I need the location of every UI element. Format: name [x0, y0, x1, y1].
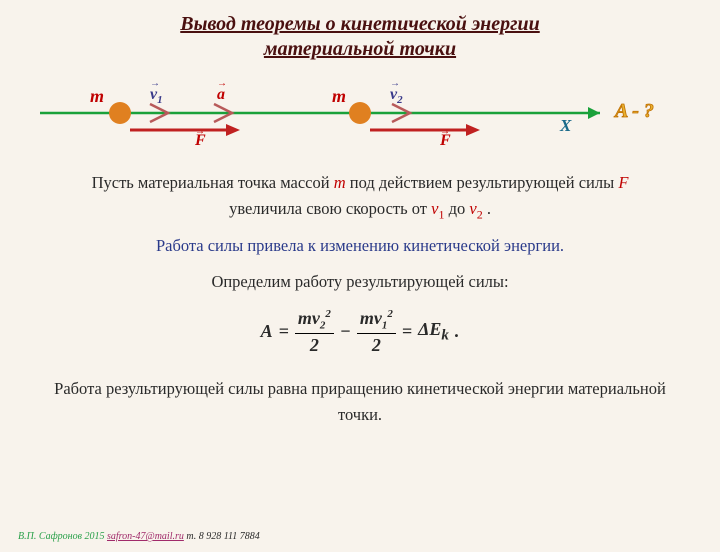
force-arrowhead-2	[466, 124, 480, 136]
v1-label: →v1	[150, 86, 163, 106]
force-label-2: →F	[440, 132, 451, 150]
definition-line: Определим работу результирующей силы:	[40, 269, 680, 295]
footer: В.П. Сафронов 2015 safron-47@mail.ru т. …	[18, 531, 260, 542]
intro-paragraph: Пусть материальная точка массой m под де…	[40, 170, 680, 223]
work-question: A - ?	[615, 100, 654, 123]
mass-dot-2	[349, 102, 371, 124]
a-label: →a	[217, 86, 225, 104]
kinetic-formula: A = mv22 2 − mv12 2 = ΔEk.	[0, 309, 720, 355]
x-axis-label: X	[560, 116, 571, 136]
title-line1: Вывод теоремы о кинетической энергии	[180, 13, 539, 35]
force-arrowhead-1	[226, 124, 240, 136]
frac-2: mv12 2	[357, 309, 396, 355]
footer-mail-link[interactable]: safron-47@mail.ru	[107, 531, 184, 542]
footer-author: В.П. Сафронов 2015	[18, 531, 107, 542]
mass-label-2: m	[332, 86, 346, 107]
mass-dot-1	[109, 102, 131, 124]
conclusion-line: Работа результирующей силы равна прираще…	[40, 376, 680, 427]
mass-label-1: m	[90, 86, 104, 107]
frac-1: mv22 2	[295, 309, 334, 355]
title-line2: материальной точки	[264, 38, 456, 60]
axis-arrowhead	[588, 107, 600, 119]
kinetic-diagram: m m →v1 →a →v2 →F →F X A - ?	[40, 80, 680, 160]
footer-phone: т. 8 928 111 7884	[186, 531, 259, 542]
v2-label: →v2	[390, 86, 403, 106]
force-label-1: →F	[195, 132, 206, 150]
page-title: Вывод теоремы о кинетической энергии мат…	[0, 12, 720, 62]
highlight-line: Работа силы привела к изменению кинетиче…	[40, 233, 680, 259]
